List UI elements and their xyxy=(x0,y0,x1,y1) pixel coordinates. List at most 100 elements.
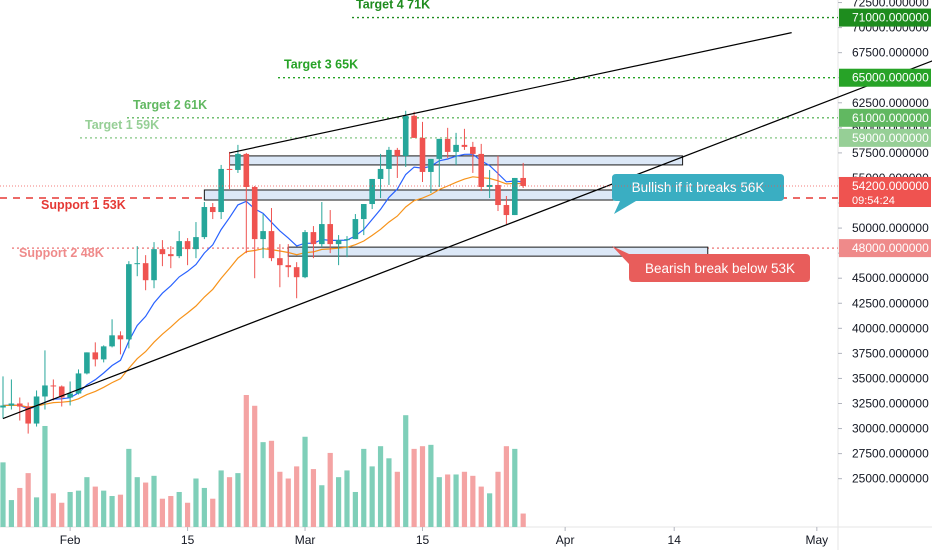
candle[interactable] xyxy=(285,244,292,278)
candle[interactable] xyxy=(109,319,115,348)
candle[interactable] xyxy=(117,331,124,355)
candle[interactable] xyxy=(16,397,23,421)
volume-bar xyxy=(126,448,132,527)
candle[interactable] xyxy=(209,203,216,220)
candle[interactable] xyxy=(260,214,266,259)
candle[interactable] xyxy=(428,158,434,193)
volume-bar xyxy=(0,462,6,527)
volume-bar xyxy=(8,500,14,527)
candle[interactable] xyxy=(444,127,451,158)
level-price-text-5: 48000.000000 xyxy=(852,241,929,255)
candle[interactable] xyxy=(226,151,233,189)
candle[interactable] xyxy=(478,143,485,191)
current-price-text: 54200.000000 xyxy=(852,179,929,193)
candle[interactable] xyxy=(327,210,334,254)
candle[interactable] xyxy=(495,155,501,212)
candle[interactable] xyxy=(8,379,15,410)
candle[interactable] xyxy=(201,202,208,240)
candle[interactable] xyxy=(126,261,132,349)
volume-bar xyxy=(520,513,526,527)
candle[interactable] xyxy=(134,246,141,277)
volume-bar xyxy=(210,498,216,527)
candle[interactable] xyxy=(503,196,510,225)
trendline-1[interactable] xyxy=(2,54,932,420)
candle[interactable] xyxy=(369,178,375,210)
volume-bar xyxy=(403,415,409,527)
candle[interactable] xyxy=(520,162,526,188)
candle[interactable] xyxy=(302,230,308,279)
y-tick-label: 32500.000000 xyxy=(852,397,929,411)
candle[interactable] xyxy=(251,185,258,279)
volume-bar xyxy=(50,493,56,527)
x-tick-label: Mar xyxy=(295,533,316,547)
candle[interactable] xyxy=(235,144,241,173)
candle[interactable] xyxy=(218,164,224,220)
candle[interactable] xyxy=(411,111,417,138)
candle[interactable] xyxy=(453,132,459,165)
candle[interactable] xyxy=(310,226,317,259)
candle[interactable] xyxy=(386,146,392,185)
trendline-0[interactable] xyxy=(229,32,792,154)
candle[interactable] xyxy=(142,255,149,291)
volume-bar xyxy=(461,471,468,527)
candle[interactable] xyxy=(277,244,283,288)
candle[interactable] xyxy=(100,345,107,363)
candle[interactable] xyxy=(25,402,31,434)
volume-bar xyxy=(260,442,266,527)
callout-bullish[interactable] xyxy=(612,174,784,214)
candle[interactable] xyxy=(268,208,275,262)
level-label-0: Target 4 71K xyxy=(356,0,430,12)
volume-bar xyxy=(226,477,233,527)
candle[interactable] xyxy=(67,381,73,406)
candle[interactable] xyxy=(50,379,57,401)
volume-bar xyxy=(478,486,484,527)
candle[interactable] xyxy=(84,352,90,375)
y-tick-label: 37500.000000 xyxy=(852,346,929,360)
y-tick-label: 62500.000000 xyxy=(852,96,929,110)
callout-bearish[interactable] xyxy=(612,246,810,282)
volume-bar xyxy=(453,474,459,527)
candle[interactable] xyxy=(402,110,409,167)
ma-line-0 xyxy=(2,153,524,410)
candle[interactable] xyxy=(184,238,191,266)
candle[interactable] xyxy=(243,152,250,254)
candle[interactable] xyxy=(176,231,182,259)
volume-bar xyxy=(25,473,31,527)
volume-bar xyxy=(75,490,82,527)
candle[interactable] xyxy=(33,390,40,427)
candle[interactable] xyxy=(75,369,82,395)
volume-bar xyxy=(352,491,358,527)
volume-bar xyxy=(168,496,174,527)
candle[interactable] xyxy=(193,222,199,259)
candle[interactable] xyxy=(335,235,342,266)
candle[interactable] xyxy=(394,147,401,178)
volume-bar xyxy=(512,448,518,527)
candle[interactable] xyxy=(344,236,350,258)
candle[interactable] xyxy=(151,242,157,289)
candle[interactable] xyxy=(168,246,174,269)
volume-bar xyxy=(117,494,124,527)
candle[interactable] xyxy=(293,262,300,299)
candle[interactable] xyxy=(352,214,359,240)
volume-bar xyxy=(193,478,199,527)
candle[interactable] xyxy=(436,138,443,187)
candle[interactable] xyxy=(470,141,476,173)
candle[interactable] xyxy=(42,350,48,410)
candle[interactable] xyxy=(92,342,99,367)
volume-bars xyxy=(0,395,526,527)
candle[interactable] xyxy=(377,153,384,199)
candle[interactable] xyxy=(319,202,325,248)
candle[interactable] xyxy=(511,177,518,216)
volume-bar xyxy=(394,471,400,527)
x-axis: Feb15Mar15Apr14May17Jun xyxy=(60,527,828,547)
candle[interactable] xyxy=(419,121,426,182)
candle[interactable] xyxy=(159,240,166,267)
x-tick-label: 15 xyxy=(181,533,195,547)
candle[interactable] xyxy=(461,128,468,150)
trendlines xyxy=(2,32,932,420)
candle[interactable] xyxy=(0,376,6,419)
candle[interactable] xyxy=(360,204,367,236)
volume-bar xyxy=(243,395,249,527)
volume-bar xyxy=(344,470,350,527)
